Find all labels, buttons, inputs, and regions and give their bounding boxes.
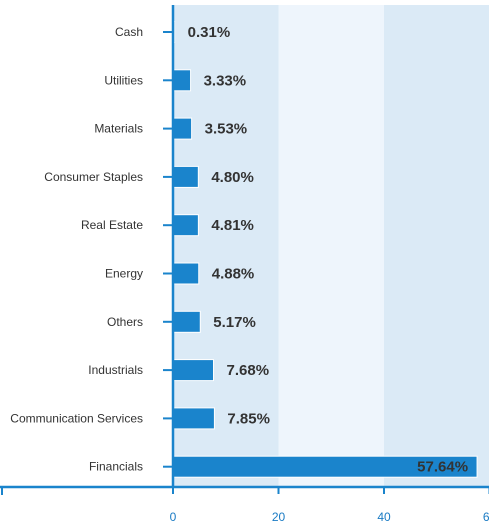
- background-bands: [173, 5, 489, 486]
- category-label: Energy: [105, 267, 143, 281]
- value-label: 0.31%: [188, 24, 231, 41]
- bar-utilities: [172, 69, 192, 92]
- axes-group: [0, 5, 489, 495]
- bar-real-estate: [172, 214, 199, 237]
- category-label: Cash: [115, 25, 143, 39]
- bar-consumer-staples: [172, 165, 199, 188]
- category-label: Utilities: [104, 73, 143, 87]
- value-label: 5.17%: [213, 314, 256, 331]
- category-label: Consumer Staples: [44, 170, 143, 184]
- value-label: 3.33%: [204, 72, 247, 89]
- value-label: 3.53%: [205, 121, 248, 138]
- bar-energy: [172, 262, 200, 285]
- category-label: Communication Services: [10, 411, 143, 425]
- bar-industrials: [172, 359, 215, 382]
- bar-materials: [172, 117, 193, 140]
- category-label: Materials: [94, 122, 143, 136]
- x-tick-label: 20: [272, 510, 286, 524]
- bar-others: [172, 310, 201, 333]
- category-label: Real Estate: [81, 218, 143, 232]
- value-label: 7.85%: [227, 410, 270, 427]
- x-tick-label: 0: [170, 510, 177, 524]
- category-label: Industrials: [88, 363, 143, 377]
- category-label: Others: [107, 315, 143, 329]
- x-tick-label: 40: [377, 510, 391, 524]
- x-tick-label: 60: [483, 510, 489, 524]
- grid-band: [384, 5, 489, 486]
- bar-communication-services: [172, 407, 215, 430]
- value-label: 7.68%: [227, 362, 270, 379]
- value-label: 4.88%: [212, 266, 255, 283]
- value-label: 4.80%: [211, 169, 254, 186]
- labels-group: Cash 0.31% Utilities 3.33% Materials 3.53% Con…: [10, 24, 489, 524]
- grid-band: [278, 5, 384, 486]
- category-label: Financials: [89, 460, 143, 474]
- value-label: 57.64%: [417, 459, 468, 476]
- value-label: 4.81%: [211, 217, 254, 234]
